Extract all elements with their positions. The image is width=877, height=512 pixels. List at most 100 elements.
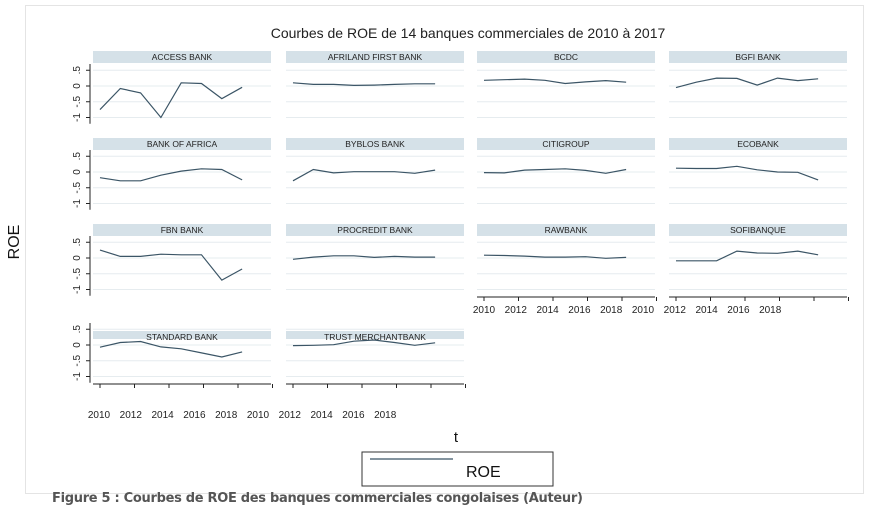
x-tick-label: 2012 <box>279 410 302 421</box>
panel-strip <box>477 51 655 63</box>
panel-title: ECOBANK <box>737 139 779 149</box>
x-tick-label: 2016 <box>727 305 750 316</box>
y-tick-label: -1 <box>72 285 83 294</box>
panel-title: CITIGROUP <box>542 139 590 149</box>
series-line <box>292 82 436 87</box>
panel-title: RAWBANK <box>545 225 588 235</box>
x-axis-label: t <box>454 429 459 446</box>
y-tick-label: 0 <box>72 169 83 175</box>
panel-strip <box>286 138 464 150</box>
panel-strip <box>286 224 464 236</box>
series-line <box>675 77 819 89</box>
series-line <box>99 340 243 358</box>
legend-entry: ROE <box>466 464 501 481</box>
y-tick-label: -.5 <box>72 95 83 107</box>
x-tick-label: 2014 <box>310 410 333 421</box>
panel-title: ACCESS BANK <box>152 52 213 62</box>
panel-strip <box>93 224 271 236</box>
x-tick-label: 2010 <box>473 305 496 316</box>
panel-title: BCDC <box>554 52 578 62</box>
panel-rawbank: RAWBANK <box>477 224 657 301</box>
series-line <box>99 82 243 119</box>
panel-title: AFRILAND FIRST BANK <box>328 52 423 62</box>
x-tick-label: 2018 <box>600 305 623 316</box>
x-tick-label: 2014 <box>536 305 559 316</box>
x-tick-label: 2010 <box>632 305 655 316</box>
y-tick-label: .5 <box>72 66 83 75</box>
y-tick-label: -1 <box>72 372 83 381</box>
series-line <box>99 168 243 182</box>
panel-fbn-bank: FBN BANK -1 -.5 0 .5 <box>72 224 271 296</box>
series-line <box>292 168 436 182</box>
figure-caption: Figure 5 : Courbes de ROE des banques co… <box>52 491 583 506</box>
x-tick-label: 2016 <box>183 410 206 421</box>
legend: ROE <box>361 451 554 487</box>
x-tick-label: 2018 <box>215 410 238 421</box>
x-tick-label: 2010 <box>247 410 270 421</box>
series-line <box>292 255 436 260</box>
panel-strip <box>669 138 847 150</box>
x-tick-label: 2012 <box>505 305 528 316</box>
panel-title: BYBLOS BANK <box>345 139 405 149</box>
y-tick-label: -.5 <box>72 267 83 279</box>
panel-title: SOFIBANQUE <box>730 225 786 235</box>
x-tick-label: 2018 <box>759 305 782 316</box>
y-tick-label: .5 <box>72 152 83 161</box>
series-line <box>675 165 819 181</box>
series-line <box>483 78 627 85</box>
series-line <box>99 249 243 281</box>
panel-bcdc: BCDC <box>477 51 655 118</box>
panel-strip <box>286 51 464 63</box>
panel-strip <box>669 224 847 236</box>
panel-ecobank: ECOBANK <box>669 138 847 204</box>
panel-title: BANK OF AFRICA <box>147 139 218 149</box>
x-tick-label: 2014 <box>695 305 718 316</box>
y-tick-label: -.5 <box>72 354 83 366</box>
panel-bgfi-bank: BGFI BANK <box>669 51 847 118</box>
x-tick-label: 2016 <box>568 305 591 316</box>
x-tick-label: 2012 <box>120 410 143 421</box>
x-tick-label: 2012 <box>664 305 687 316</box>
panel-trust-merchantbank: TRUST MERCHANTBANK <box>286 328 466 388</box>
y-tick-label: -.5 <box>72 181 83 193</box>
panel-strip <box>286 331 464 339</box>
series-line <box>483 254 627 259</box>
chart-frame <box>25 5 864 494</box>
y-tick-label: 0 <box>72 83 83 89</box>
panel-strip <box>93 51 271 63</box>
panel-strip <box>477 138 655 150</box>
y-tick-label: .5 <box>72 238 83 247</box>
panel-citigroup: CITIGROUP <box>477 138 655 204</box>
series-line <box>483 168 627 174</box>
series-line <box>292 339 436 347</box>
panel-title: STANDARD BANK <box>146 332 218 342</box>
panel-afriland-first-bank: AFRILAND FIRST BANK <box>286 51 464 118</box>
y-tick-label: -1 <box>72 199 83 208</box>
panel-title: BGFI BANK <box>735 52 781 62</box>
legend-box <box>361 451 554 487</box>
panel-title: TRUST MERCHANTBANK <box>324 332 426 342</box>
y-tick-label: -1 <box>72 113 83 122</box>
y-tick-label: .5 <box>72 325 83 334</box>
panel-procredit-bank: PROCREDIT BANK <box>286 224 464 290</box>
y-tick-label: 0 <box>72 255 83 261</box>
panel-title: PROCREDIT BANK <box>337 225 413 235</box>
panel-byblos-bank: BYBLOS BANK <box>286 138 464 204</box>
x-tick-label: 2018 <box>374 410 397 421</box>
panel-title: FBN BANK <box>161 225 204 235</box>
y-tick-label: 0 <box>72 342 83 348</box>
y-axis-label: ROE <box>6 225 23 260</box>
series-line <box>676 250 819 262</box>
panel-sofibanque: SOFIBANQUE <box>669 224 849 301</box>
x-tick-label: 2010 <box>88 410 111 421</box>
x-tick-label: 2016 <box>342 410 365 421</box>
panel-strip <box>93 138 271 150</box>
panel-bank-of-africa: BANK OF AFRICA -1 -.5 0 .5 <box>72 138 271 210</box>
panel-strip <box>93 331 271 339</box>
panel-standard-bank: STANDARD BANK -1 -.5 0 .5 <box>72 322 273 388</box>
x-tick-label: 2014 <box>151 410 174 421</box>
panel-access-bank: ACCESS BANK -1 -.5 0 .5 <box>72 51 271 124</box>
panel-strip <box>669 51 847 63</box>
chart-title: Courbes de ROE de 14 banques commerciale… <box>271 25 666 41</box>
